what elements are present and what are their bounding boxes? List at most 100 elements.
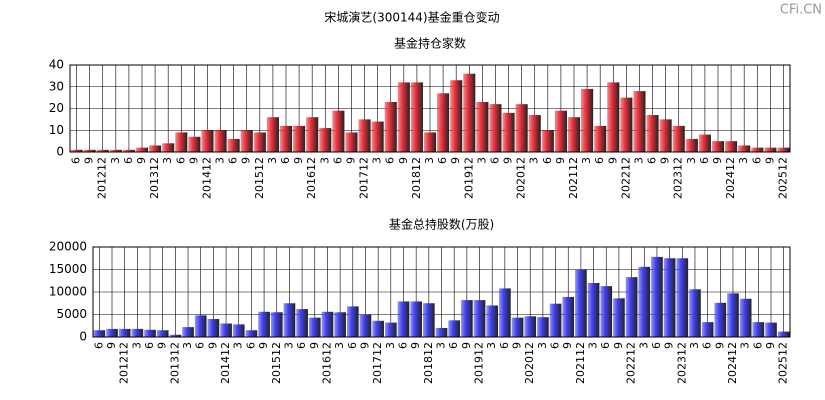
x-tick-label: 6: [396, 342, 409, 349]
x-tick-label: 9: [105, 342, 118, 349]
bar: [358, 119, 371, 152]
bar: [144, 329, 156, 337]
x-tick-label: 3: [528, 157, 541, 164]
bar: [689, 289, 701, 337]
bar: [371, 121, 384, 152]
bar: [319, 128, 332, 152]
x-tick-label: 201612: [320, 342, 333, 384]
x-tick-label: 6: [244, 342, 257, 349]
bar: [423, 132, 437, 152]
bar: [752, 322, 765, 337]
bar: [156, 330, 169, 337]
x-tick-label: 3: [737, 157, 750, 164]
bar: [633, 91, 646, 152]
x-tick-label: 202112: [567, 157, 580, 199]
x-tick-label: 9: [764, 342, 777, 349]
bar: [777, 147, 790, 152]
bar: [296, 309, 308, 337]
bar: [345, 132, 358, 152]
bar: [227, 138, 240, 152]
x-tick-label: 9: [240, 157, 253, 164]
plot-frame: [92, 246, 791, 338]
bar: [106, 328, 118, 337]
x-tick-label: 9: [257, 342, 270, 349]
bar: [685, 138, 698, 152]
bar: [96, 149, 109, 152]
bar: [777, 331, 790, 337]
x-tick-label: 9: [449, 157, 462, 164]
x-tick-label: 201712: [371, 342, 384, 384]
bar: [524, 316, 537, 337]
x-tick-label: 202312: [672, 157, 685, 199]
bar: [384, 101, 397, 152]
x-tick-label: 3: [587, 342, 600, 349]
bar: [549, 303, 562, 337]
bar: [232, 324, 245, 337]
x-tick-label: 6: [541, 157, 554, 164]
x-tick-label: 6: [295, 342, 308, 349]
bar: [258, 311, 270, 337]
x-tick-label: 6: [599, 342, 612, 349]
x-tick-label: 3: [333, 342, 346, 349]
bar: [279, 125, 293, 152]
bar: [764, 147, 777, 152]
x-tick-label: 202212: [625, 342, 638, 384]
x-tick-label: 201412: [200, 157, 213, 199]
bar: [135, 147, 149, 152]
bar: [463, 73, 476, 152]
bar: [435, 328, 448, 337]
bar: [266, 117, 279, 152]
bar: [537, 317, 549, 337]
bar: [528, 115, 541, 152]
x-tick-label: 3: [266, 157, 279, 164]
x-tick-label: 202312: [675, 342, 688, 384]
bar: [207, 319, 220, 337]
bar: [659, 119, 672, 152]
x-tick-label: 3: [688, 342, 701, 349]
x-tick-label: 3: [580, 157, 593, 164]
x-tick-label: 6: [92, 342, 105, 349]
x-tick-label: 3: [282, 342, 295, 349]
x-tick-label: 201412: [219, 342, 232, 384]
x-tick-label: 9: [358, 342, 371, 349]
x-tick-label: 6: [751, 342, 764, 349]
bar: [359, 314, 372, 337]
bar: [384, 322, 397, 337]
x-tick-label: 3: [130, 342, 143, 349]
x-tick-label: 201212: [96, 157, 109, 199]
x-tick-label: 9: [612, 342, 625, 349]
bar: [70, 149, 83, 152]
bar: [122, 149, 135, 152]
x-tick-label: 201812: [410, 157, 423, 199]
x-tick-label: 6: [646, 157, 659, 164]
x-tick-label: 6: [279, 157, 292, 164]
bar: [149, 145, 162, 152]
x-tick-label: 6: [331, 157, 344, 164]
bar: [109, 149, 122, 152]
bar: [638, 266, 651, 337]
bar: [201, 130, 214, 152]
x-tick-label: 201812: [422, 342, 435, 384]
x-tick-label: 201312: [148, 157, 161, 199]
x-tick-label: 6: [70, 157, 83, 164]
x-tick-label: 202512: [776, 157, 789, 199]
bar: [437, 93, 450, 152]
bar: [270, 312, 283, 337]
x-tick-label: 9: [187, 157, 200, 164]
x-tick-label: 6: [593, 157, 606, 164]
x-tick-label: 3: [232, 342, 245, 349]
x-tick-label: 6: [488, 157, 501, 164]
x-tick-label: 202112: [574, 342, 587, 384]
x-tick-label: 9: [344, 157, 357, 164]
bar: [422, 303, 435, 337]
bar: [651, 256, 663, 337]
x-tick-label: 202212: [619, 157, 632, 199]
x-tick-label: 9: [511, 342, 524, 349]
bar: [410, 301, 422, 337]
bar: [240, 130, 253, 152]
chart-title: 基金持仓家数: [394, 36, 466, 51]
x-tick-label: 202012: [515, 157, 528, 199]
x-tick-label: 9: [206, 342, 219, 349]
bar: [502, 112, 515, 152]
bar: [118, 328, 131, 337]
